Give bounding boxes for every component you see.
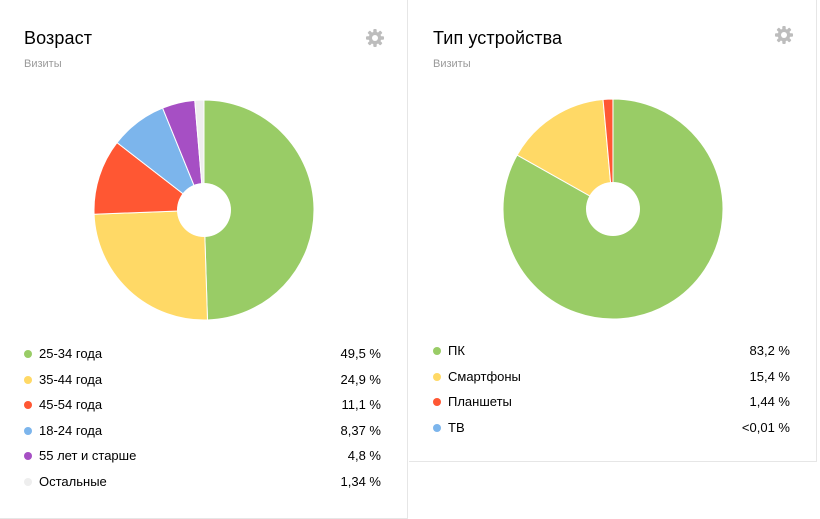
pie-slice[interactable]: [516, 98, 614, 210]
pie-chart: [93, 99, 315, 321]
gear-icon[interactable]: [365, 28, 385, 48]
legend-value: 24,9 %: [340, 371, 381, 387]
legend-label[interactable]: ПК: [448, 343, 465, 358]
widget-title: Тип устройства: [433, 28, 563, 48]
legend-item: ПК 83,2 %: [433, 338, 790, 364]
pie-slice[interactable]: [93, 209, 209, 321]
legend-label[interactable]: 25-34 года: [39, 346, 103, 361]
legend-item: 45-54 года 11,1 %: [24, 392, 381, 418]
legend-item: Планшеты 1,44 %: [433, 389, 790, 415]
legend-item: 18-24 года 8,37 %: [24, 418, 381, 444]
legend-dot: [433, 347, 441, 355]
legend-label[interactable]: Остальные: [39, 473, 107, 489]
pie-chart: [502, 98, 724, 320]
pie-slice[interactable]: [93, 141, 206, 215]
legend-value: 1,34 %: [340, 473, 381, 489]
widget-subtitle: Визиты: [24, 58, 62, 70]
legend-value: 11,1 %: [341, 397, 381, 413]
legend-item: ТВ <0,01 %: [433, 415, 790, 441]
legend-dot: [24, 426, 32, 435]
legend-label[interactable]: Планшеты: [448, 394, 512, 410]
legend-value: 4,8 %: [347, 448, 381, 464]
legend-value: 8,37 %: [340, 422, 381, 438]
pie-slice[interactable]: [194, 99, 205, 211]
legend-dot: [433, 423, 441, 432]
legend-value: 1,44 %: [749, 394, 790, 410]
pie-slice[interactable]: [203, 99, 315, 321]
legend-dot: [24, 375, 32, 384]
legend-label[interactable]: 55 лет и старше: [39, 448, 137, 464]
legend-value: 15,4 %: [749, 368, 790, 384]
legend-label[interactable]: 35-44 года: [39, 371, 103, 387]
legend-value: 49,5 %: [340, 346, 381, 361]
legend-dot: [433, 372, 441, 381]
legend-value: 83,2 %: [749, 343, 790, 358]
legend-item: 35-44 года 24,9 %: [24, 367, 381, 393]
legend-label[interactable]: 18-24 года: [39, 422, 103, 438]
legend-dot: [24, 452, 32, 461]
legend-dot: [24, 350, 32, 358]
legend-dot: [24, 477, 32, 486]
device-type-widget: Тип устройства Визиты ПК 83,2 %: [409, 0, 817, 462]
legend-item: Остальные 1,34 %: [24, 469, 381, 495]
chart-legend: ПК 83,2 % Смартфоны 15,4 % Планшеты 1,44…: [433, 338, 790, 440]
legend-label[interactable]: Смартфоны: [448, 368, 521, 384]
gear-icon[interactable]: [774, 25, 794, 45]
legend-dot: [433, 398, 441, 407]
legend-value: <0,01 %: [741, 419, 790, 435]
age-widget: Возраст Визиты 25-34 года 49,5 %: [0, 0, 408, 519]
legend-item: 25-34 года 49,5 %: [24, 341, 381, 367]
donut-hole: [177, 183, 231, 237]
legend-label[interactable]: ТВ: [448, 419, 465, 435]
widget-title: Возраст: [24, 28, 93, 48]
legend-item: Смартфоны 15,4 %: [433, 364, 790, 390]
widget-subtitle: Визиты: [433, 58, 471, 70]
donut-hole: [586, 182, 640, 236]
legend-dot: [24, 401, 32, 410]
legend-label[interactable]: 45-54 года: [39, 397, 103, 413]
chart-legend: 25-34 года 49,5 % 35-44 года 24,9 % 45-5…: [24, 341, 381, 495]
legend-item: 55 лет и старше 4,8 %: [24, 443, 381, 469]
